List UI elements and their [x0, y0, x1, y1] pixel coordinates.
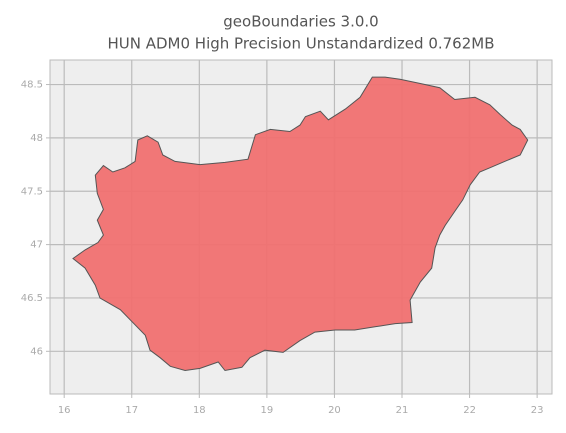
chart-title: geoBoundaries 3.0.0 [223, 13, 378, 31]
x-tick-label: 22 [463, 405, 476, 416]
x-tick-label: 21 [396, 405, 409, 416]
country-boundary [72, 76, 529, 372]
x-tick-label: 17 [125, 405, 138, 416]
x-tick-label: 18 [193, 405, 206, 416]
y-tick-label: 47 [30, 240, 43, 251]
x-tick-label: 16 [58, 405, 71, 416]
y-tick-label: 46 [30, 346, 43, 357]
x-tick-label: 23 [531, 405, 544, 416]
y-tick-label: 48.5 [21, 80, 43, 91]
chart-subtitle: HUN ADM0 High Precision Unstandardized 0… [107, 35, 494, 53]
y-tick-label: 46.5 [21, 293, 43, 304]
y-tick-label: 47.5 [21, 186, 43, 197]
x-tick-label: 19 [261, 405, 274, 416]
y-tick-label: 48 [30, 133, 43, 144]
x-tick-label: 20 [328, 405, 341, 416]
